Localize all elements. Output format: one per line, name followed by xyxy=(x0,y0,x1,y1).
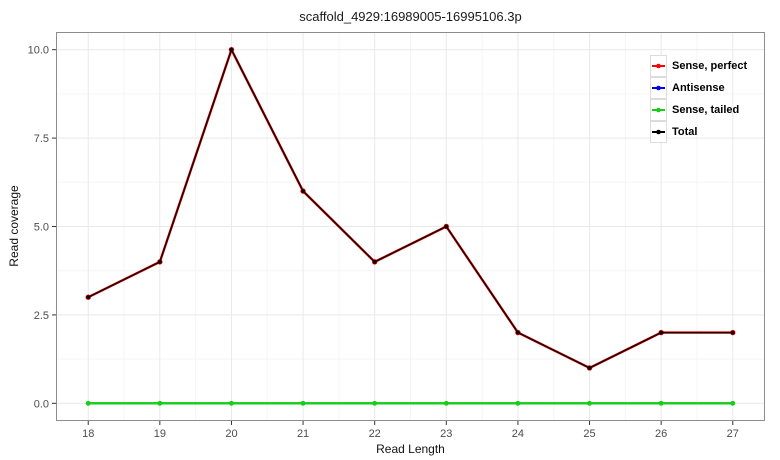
data-point xyxy=(730,330,735,335)
data-point xyxy=(301,189,306,194)
data-point xyxy=(515,400,521,406)
data-point xyxy=(587,400,592,406)
x-tick-label: 27 xyxy=(727,428,739,440)
data-point xyxy=(85,400,91,406)
data-point xyxy=(730,400,736,406)
x-tick-label: 21 xyxy=(297,428,309,440)
data-point xyxy=(229,400,234,406)
legend-item: Total xyxy=(650,121,747,143)
x-axis-title: Read Length xyxy=(376,442,445,456)
y-tick-label: 5.0 xyxy=(34,222,49,234)
data-point xyxy=(444,224,449,229)
legend-key-swatch xyxy=(650,55,667,77)
data-point xyxy=(587,365,592,370)
data-point xyxy=(372,259,377,264)
x-tick-label: 20 xyxy=(225,428,237,440)
x-tick-label: 25 xyxy=(583,428,595,440)
data-point xyxy=(515,330,520,335)
data-point xyxy=(229,47,234,52)
x-tick-label: 22 xyxy=(369,428,381,440)
data-point xyxy=(658,400,664,406)
legend-label: Sense, perfect xyxy=(672,60,748,72)
legend-key-swatch xyxy=(650,77,667,99)
data-point xyxy=(86,295,91,300)
chart-title: scaffold_4929:16989005-16995106.3p xyxy=(299,9,522,24)
data-point xyxy=(300,400,306,406)
y-tick-label: 7.5 xyxy=(34,133,49,145)
y-tick-label: 10.0 xyxy=(28,45,49,57)
legend-key-swatch xyxy=(650,99,667,121)
legend-label: Antisense xyxy=(672,82,725,94)
x-tick-label: 18 xyxy=(82,428,94,440)
x-tick-label: 24 xyxy=(512,428,524,440)
legend-label: Total xyxy=(672,126,698,138)
data-point xyxy=(157,259,162,264)
data-point xyxy=(372,400,378,406)
x-tick-label: 23 xyxy=(440,428,452,440)
legend-item: Antisense xyxy=(650,77,747,99)
data-point xyxy=(443,400,449,406)
x-tick-label: 26 xyxy=(655,428,667,440)
y-axis-title: Read coverage xyxy=(7,185,21,267)
legend-key-swatch xyxy=(650,121,667,143)
x-tick-label: 19 xyxy=(154,428,166,440)
data-point xyxy=(659,330,664,335)
y-tick-label: 0.0 xyxy=(34,398,49,410)
legend-label: Sense, tailed xyxy=(672,104,740,116)
data-point xyxy=(157,400,163,406)
legend-item: Sense, tailed xyxy=(650,99,747,121)
series-line-4 xyxy=(87,47,733,369)
panel-border xyxy=(56,32,765,421)
legend: Sense, perfect Antisense Sense, tailed Tota… xyxy=(650,55,747,143)
y-tick-label: 2.5 xyxy=(34,310,49,322)
legend-item: Sense, perfect xyxy=(650,55,747,77)
